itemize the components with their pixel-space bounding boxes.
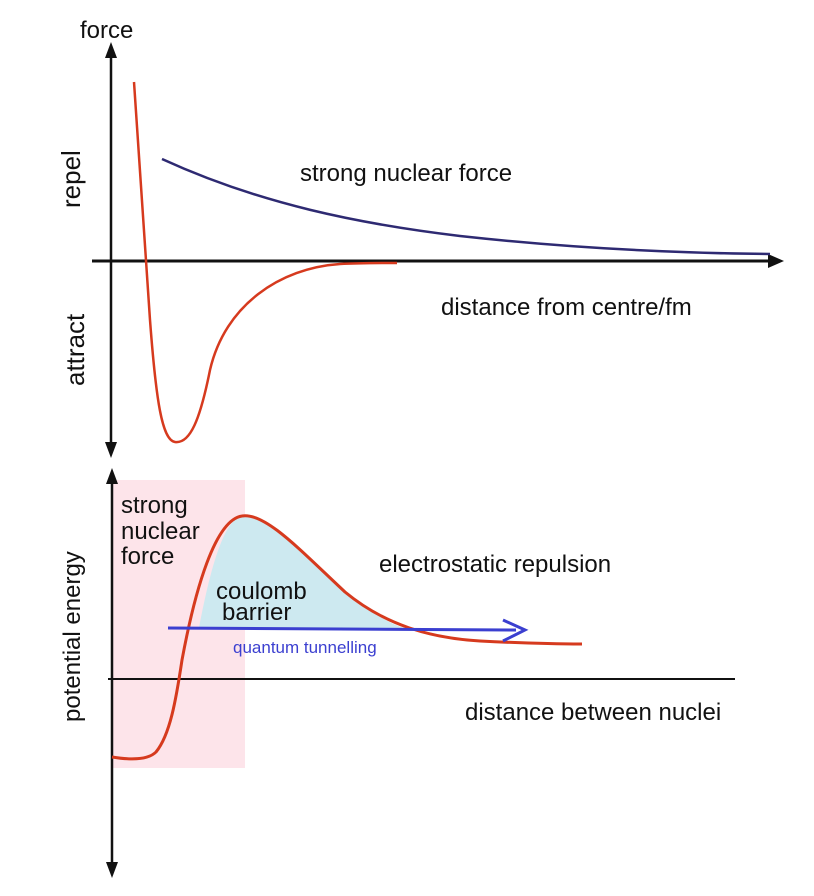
distance-from-centre-label: distance from centre/fm xyxy=(441,294,692,321)
energy-axis-arrow-up-icon xyxy=(106,468,118,484)
strong-region-label-line1: strong xyxy=(121,492,188,519)
energy-axis-arrow-down-icon xyxy=(106,862,118,878)
quantum-tunnelling-arrow-line xyxy=(167,626,517,632)
potential-energy-label: potential energy xyxy=(59,551,86,722)
distance-between-nuclei-label: distance between nuclei xyxy=(465,699,721,726)
force-axis-label: force xyxy=(80,17,133,44)
strong-region-label-line3: force xyxy=(121,543,174,570)
repel-label: repel xyxy=(56,150,86,208)
potential-energy-curve xyxy=(111,514,583,761)
attract-label: attract xyxy=(60,313,90,386)
potential-energy-panel: potential energy strong nuclear force co… xyxy=(59,468,735,878)
electrostatic-repulsion-label: electrostatic repulsion xyxy=(379,551,611,578)
distance-axis-arrow-icon xyxy=(768,254,784,268)
strong-region-label-line2: nuclear xyxy=(121,518,200,545)
force-axis-arrow-up-icon xyxy=(105,42,117,58)
force-axis-arrow-down-icon xyxy=(105,442,117,458)
net-force-curve xyxy=(132,81,398,444)
coulomb-barrier-label-line1: coulomb xyxy=(216,578,307,605)
force-panel: force repel attract strong nuclear force… xyxy=(56,17,784,458)
quantum-tunnelling-arrowhead-icon xyxy=(502,618,529,643)
coulomb-barrier-label-line2: barrier xyxy=(222,599,291,626)
strong-nuclear-force-label: strong nuclear force xyxy=(300,160,512,187)
strong-force-repulsive-curve xyxy=(161,157,771,256)
quantum-tunnelling-label: quantum tunnelling xyxy=(233,638,377,657)
